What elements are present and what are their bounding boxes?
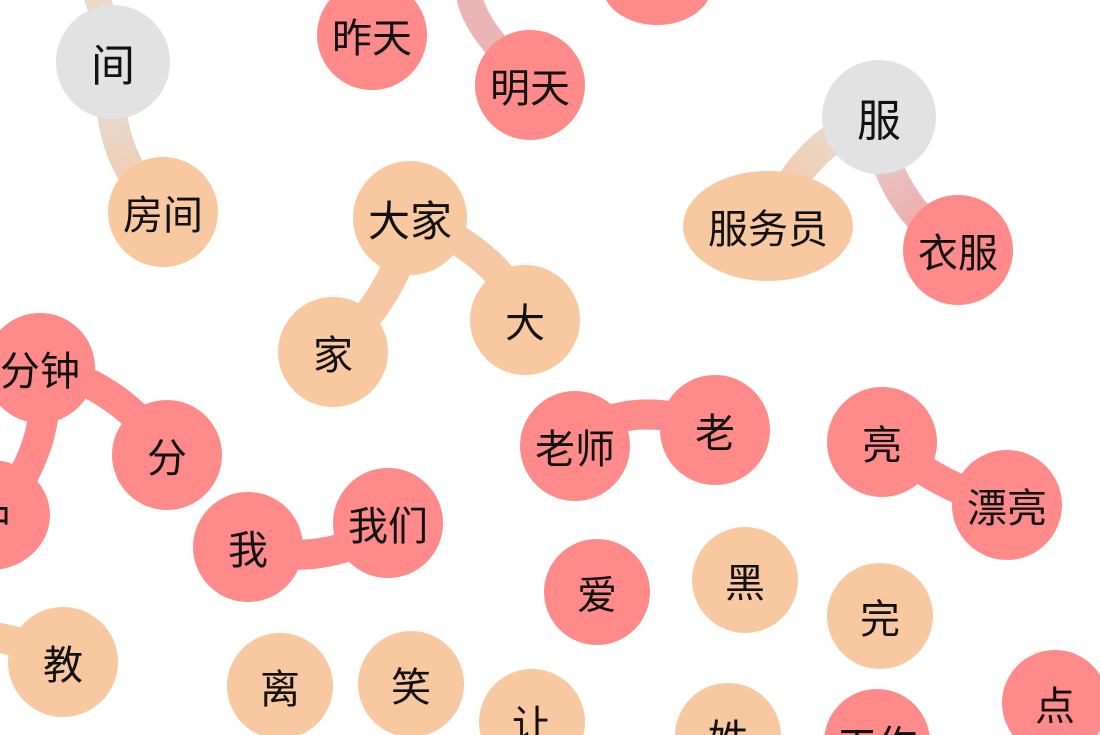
word-bubble-women[interactable]: 我们 [333, 468, 443, 578]
word-bubble-jia[interactable]: 家 [278, 297, 388, 407]
word-bubble-zuotian[interactable]: 昨天 [317, 0, 427, 90]
word-bubble-jian[interactable]: 间 [56, 5, 170, 119]
word-bubble-xiao[interactable]: 笑 [358, 631, 464, 735]
word-bubble-wo[interactable]: 我 [193, 492, 303, 602]
word-bubble-da[interactable]: 大 [470, 265, 580, 375]
word-bubble-fu[interactable]: 服 [822, 60, 936, 174]
word-bubble-yifu[interactable]: 衣服 [903, 195, 1013, 305]
word-bubble-jiao[interactable]: 教 [8, 607, 118, 717]
word-bubble-piaoliang[interactable]: 漂亮 [952, 450, 1062, 560]
word-bubble-dajia[interactable]: 大家 [353, 161, 467, 275]
word-bubble-dian[interactable]: 点 [1002, 650, 1100, 735]
word-bubble-ai[interactable]: 爱 [544, 539, 650, 645]
word-bubble-mingtian[interactable]: 明天 [475, 30, 585, 140]
word-bubble-lao[interactable]: 老 [660, 375, 770, 485]
word-bubble-liang[interactable]: 亮 [827, 387, 937, 497]
word-bubble-fenzhong[interactable]: 分钟 [0, 313, 95, 423]
word-bubble-li[interactable]: 离 [227, 633, 333, 735]
word-bubble-fen[interactable]: 分 [112, 400, 222, 510]
word-bubble-fangjian[interactable]: 房间 [108, 157, 218, 267]
word-bubble-wan[interactable]: 完 [827, 563, 933, 669]
word-bubble-laoshi[interactable]: 老师 [520, 391, 630, 501]
word-bubble-hei[interactable]: 黑 [692, 527, 798, 633]
word-bubble-fuwuyuan[interactable]: 服务员 [683, 171, 853, 281]
